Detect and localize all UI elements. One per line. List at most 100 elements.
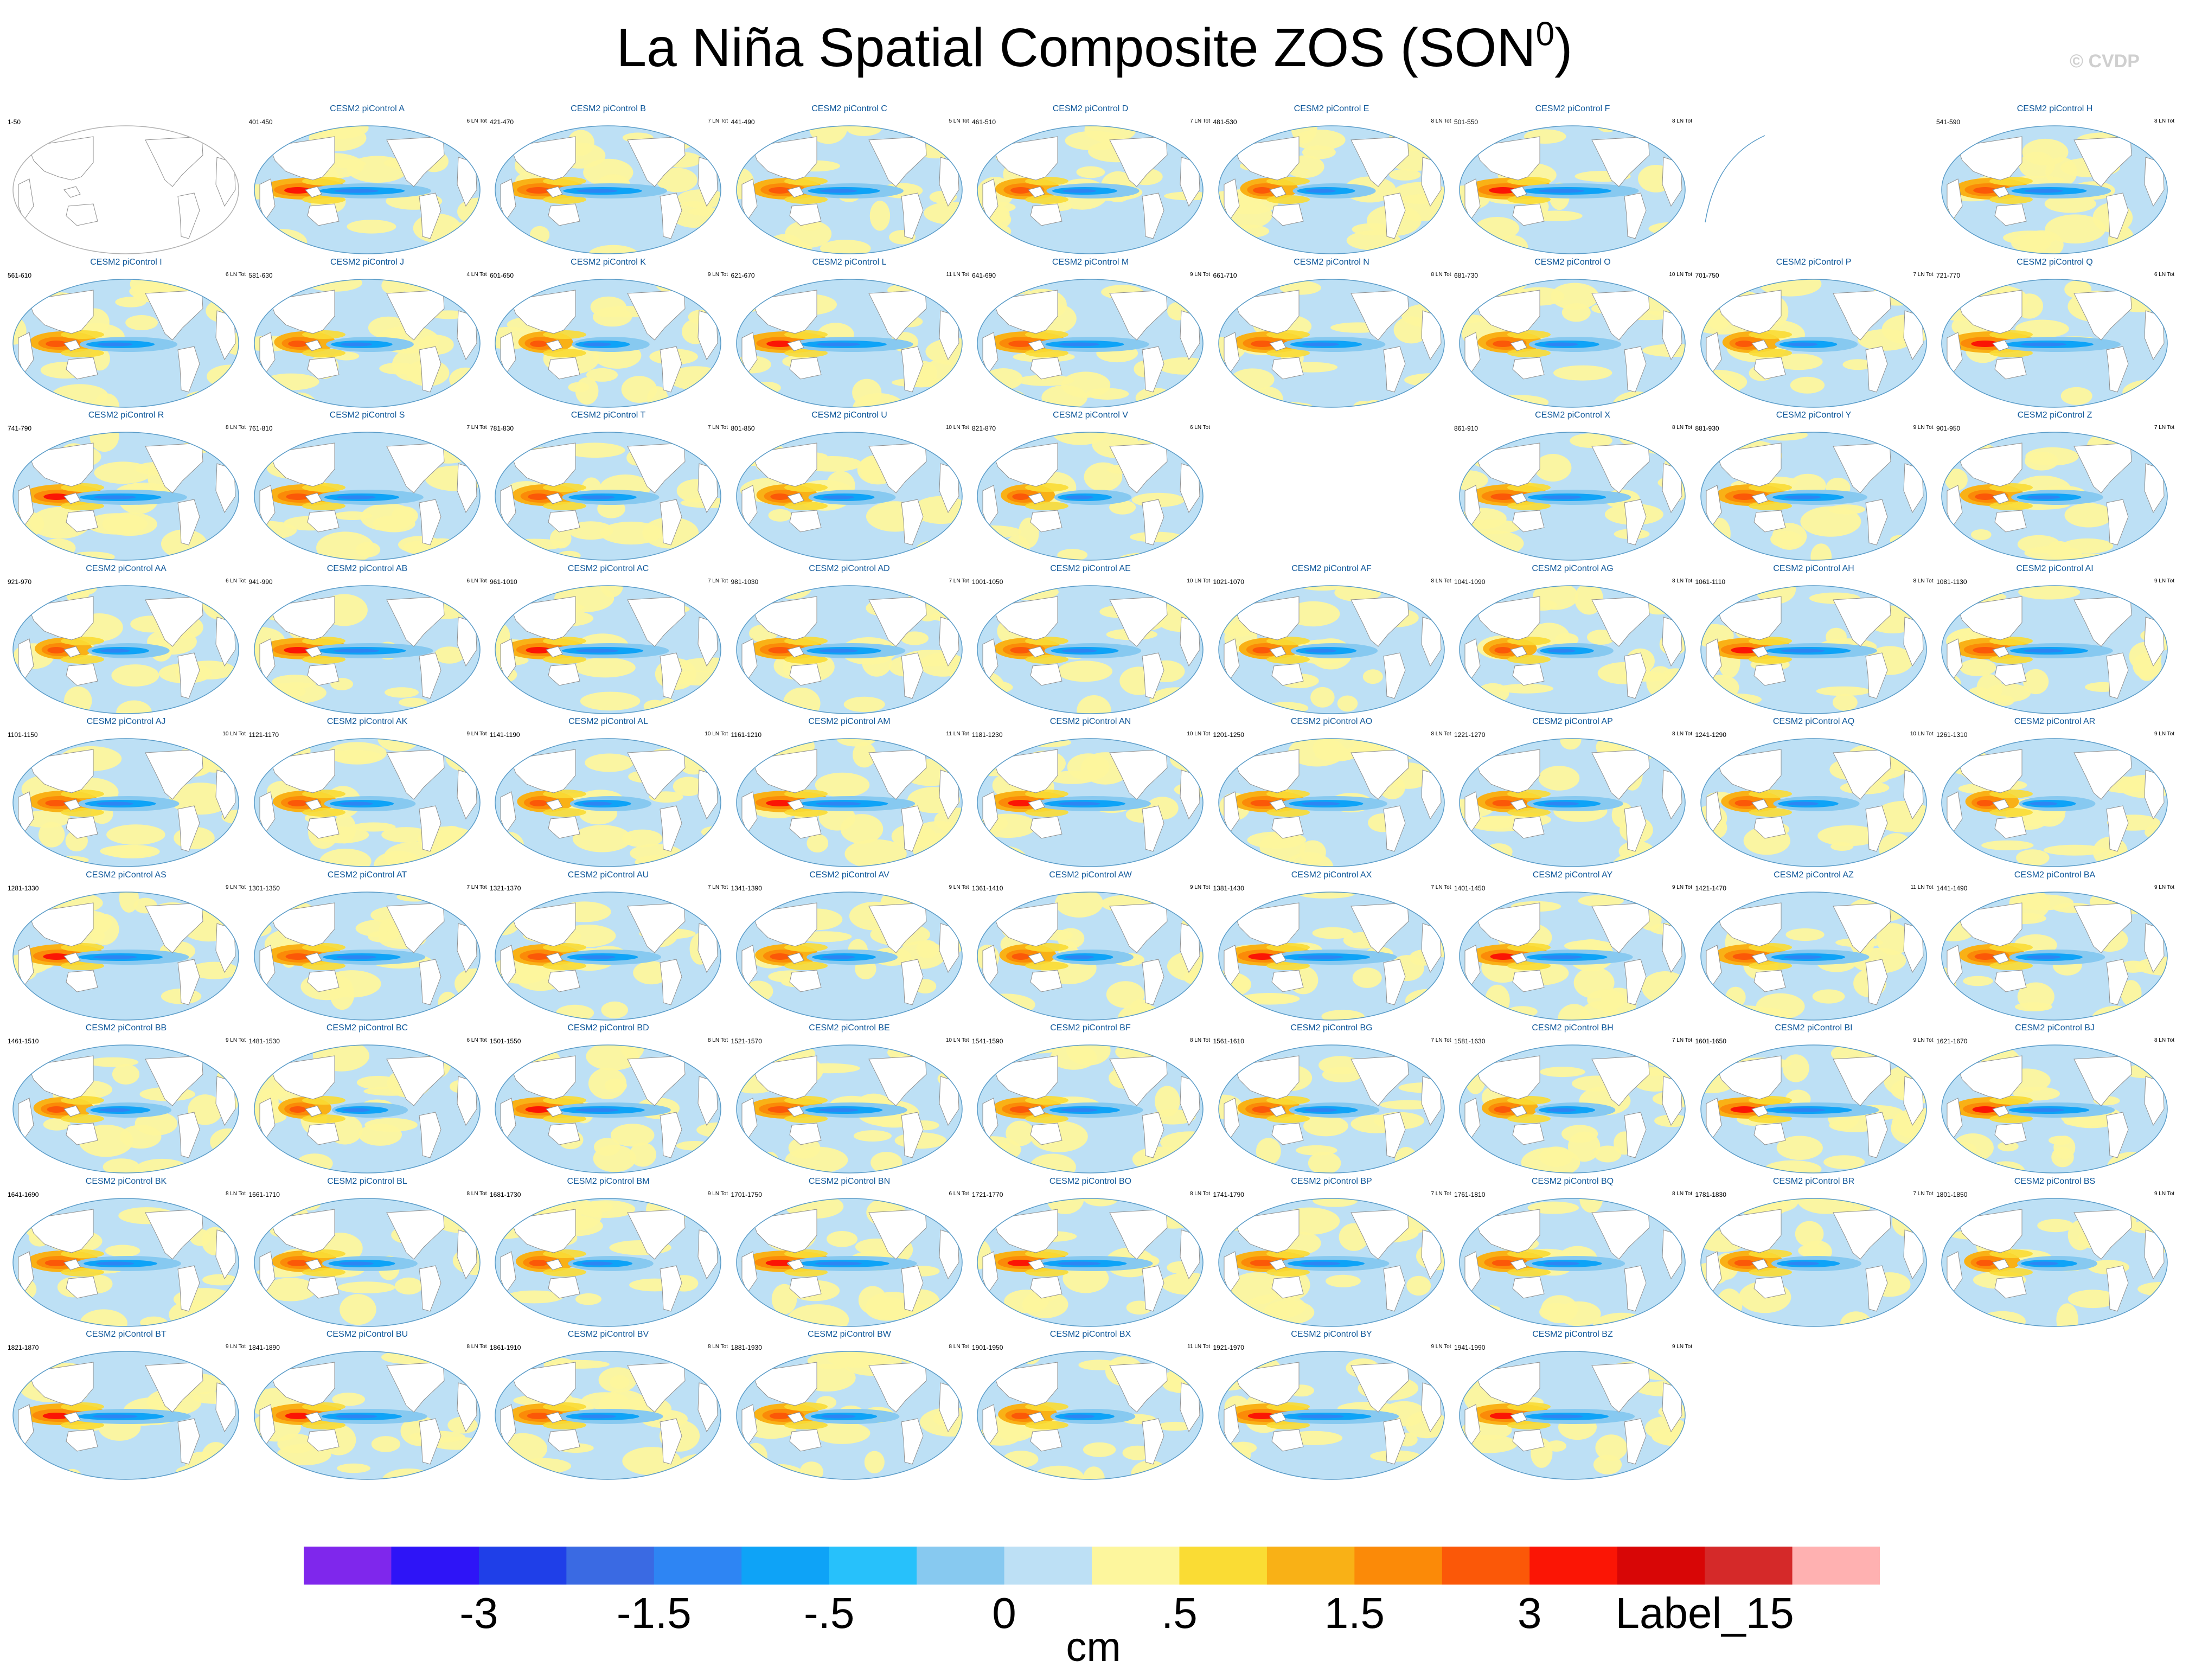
colorbar-swatch xyxy=(391,1547,479,1585)
positive-anomaly-patch xyxy=(840,814,883,844)
map-panel: CESM2 piControl R 741-790 8 LN Tot xyxy=(5,411,247,565)
positive-anomaly-patch xyxy=(1312,927,1353,939)
continent-outline xyxy=(1512,203,1545,226)
panel-title: CESM2 piControl BH xyxy=(1532,1023,1614,1033)
panel-title: CESM2 piControl BA xyxy=(2014,870,2096,880)
equatorial-cold-core xyxy=(100,649,130,652)
continent-outline xyxy=(1947,331,1963,374)
panel-map xyxy=(495,278,721,408)
continent-outline xyxy=(418,499,441,546)
map-frame xyxy=(1700,738,1927,867)
panel-ln-count: 10 LN Tot xyxy=(945,425,969,431)
positive-anomaly-patch xyxy=(1016,374,1074,386)
continent-outline xyxy=(689,1355,707,1370)
map-panel: CESM2 piControl AQ 1241-1290 10 LN Tot xyxy=(1693,717,1935,871)
continent-outline xyxy=(2135,436,2154,451)
map-panel: CESM2 piControl BC 1481-1530 6 LN Tot xyxy=(247,1023,488,1178)
equatorial-cold-core xyxy=(822,495,854,499)
continent-outline xyxy=(992,595,1058,640)
panel-ln-count: 9 LN Tot xyxy=(225,1344,246,1350)
warm-pool-core xyxy=(284,187,311,194)
colorbar-tick-label: 1.5 xyxy=(1324,1589,1385,1637)
continent-outline xyxy=(1992,339,2009,351)
panel-title: CESM2 piControl V xyxy=(1053,411,1128,420)
map-panel: CESM2 piControl X 861-910 8 LN Tot xyxy=(1452,411,1693,565)
colorbar-swatch xyxy=(1705,1547,1793,1585)
continent-outline xyxy=(207,895,225,911)
equatorial-cold-core xyxy=(1059,342,1100,346)
continent-outline xyxy=(18,331,34,374)
continent-outline xyxy=(1269,952,1286,964)
warm-lobe-south xyxy=(784,195,828,204)
continent-outline xyxy=(548,663,580,686)
map-panel: CESM2 piControl AJ 1101-1150 10 LN Tot xyxy=(5,717,247,871)
panel-map xyxy=(1218,585,1445,714)
positive-anomaly-patch xyxy=(115,296,146,307)
warm-lobe-south xyxy=(1989,502,2033,510)
continent-outline xyxy=(789,203,822,226)
map-frame xyxy=(1218,125,1445,254)
positive-anomaly-patch xyxy=(1460,470,1488,490)
positive-anomaly-patch xyxy=(673,777,704,796)
continent-outline xyxy=(741,791,758,834)
continent-outline xyxy=(63,952,81,964)
map-panel: CESM2 piControl Z 901-950 7 LN Tot xyxy=(1934,411,2175,565)
panel-map xyxy=(495,1351,721,1480)
continent-outline xyxy=(982,791,999,834)
equatorial-cold-core xyxy=(1784,495,1821,499)
panel-ln-count: 11 LN Tot xyxy=(946,731,969,737)
positive-anomaly-patch xyxy=(1561,1125,1598,1143)
continent-outline xyxy=(66,356,98,380)
map-frame xyxy=(12,738,239,867)
continent-outline xyxy=(1171,742,1189,758)
colorbar-swatch xyxy=(1179,1547,1268,1585)
positive-anomaly-patch xyxy=(689,850,715,867)
colorbar-swatch xyxy=(1092,1547,1180,1585)
equatorial-cold-core xyxy=(93,955,137,959)
positive-anomaly-patch xyxy=(977,739,1000,756)
panel-map xyxy=(977,1044,1204,1174)
panel-ln-count: 6 LN Tot xyxy=(466,578,487,584)
continent-outline xyxy=(1992,799,2009,811)
panel-ln-count: 10 LN Tot xyxy=(945,1037,969,1043)
panel-title: CESM2 piControl K xyxy=(571,257,646,267)
continent-outline xyxy=(1512,663,1545,686)
continent-outline xyxy=(992,443,1058,487)
panel-map xyxy=(12,432,239,561)
positive-anomaly-patch xyxy=(1810,543,1832,560)
panel-title: CESM2 piControl BN xyxy=(808,1176,891,1186)
warm-lobe-south xyxy=(1025,348,1068,357)
panel-year-range: 901-950 xyxy=(1936,425,1961,432)
equatorial-cold-core xyxy=(819,649,857,652)
warm-pool-core xyxy=(1008,340,1033,347)
positive-anomaly-patch xyxy=(1942,396,1968,407)
equatorial-cold-core xyxy=(2030,801,2058,806)
warm-lobe-south xyxy=(1507,655,1551,664)
panel-map xyxy=(12,1197,239,1327)
continent-outline xyxy=(1028,339,1045,351)
panel-title: CESM2 piControl AU xyxy=(567,870,649,880)
warm-lobe-south xyxy=(1507,502,1551,510)
positive-anomaly-patch xyxy=(452,1451,480,1479)
continent-outline xyxy=(447,1355,466,1370)
positive-anomaly-patch xyxy=(1246,992,1296,1003)
positive-anomaly-patch xyxy=(112,1063,140,1085)
map-panel: CESM2 piControl F 501-550 8 LN Tot xyxy=(1452,104,1693,259)
colorbar xyxy=(304,1547,1880,1585)
equatorial-cold-core xyxy=(1545,342,1578,346)
colorbar-swatch xyxy=(1442,1547,1530,1585)
positive-anomaly-patch xyxy=(254,1010,292,1020)
panel-year-range: 541-590 xyxy=(1936,118,1961,126)
warm-pool-core xyxy=(285,493,310,500)
warm-pool-core xyxy=(285,953,310,960)
positive-anomaly-patch xyxy=(1942,1054,1963,1076)
continent-outline xyxy=(1271,663,1304,686)
continent-outline xyxy=(1894,436,1913,451)
continent-outline xyxy=(1474,289,1540,334)
warm-pool-core xyxy=(1971,340,1999,347)
map-frame xyxy=(735,891,963,1021)
warm-lobe-south xyxy=(1266,961,1310,970)
continent-outline xyxy=(510,595,576,640)
continent-outline xyxy=(177,652,200,699)
equatorial-cold-core xyxy=(816,342,861,346)
